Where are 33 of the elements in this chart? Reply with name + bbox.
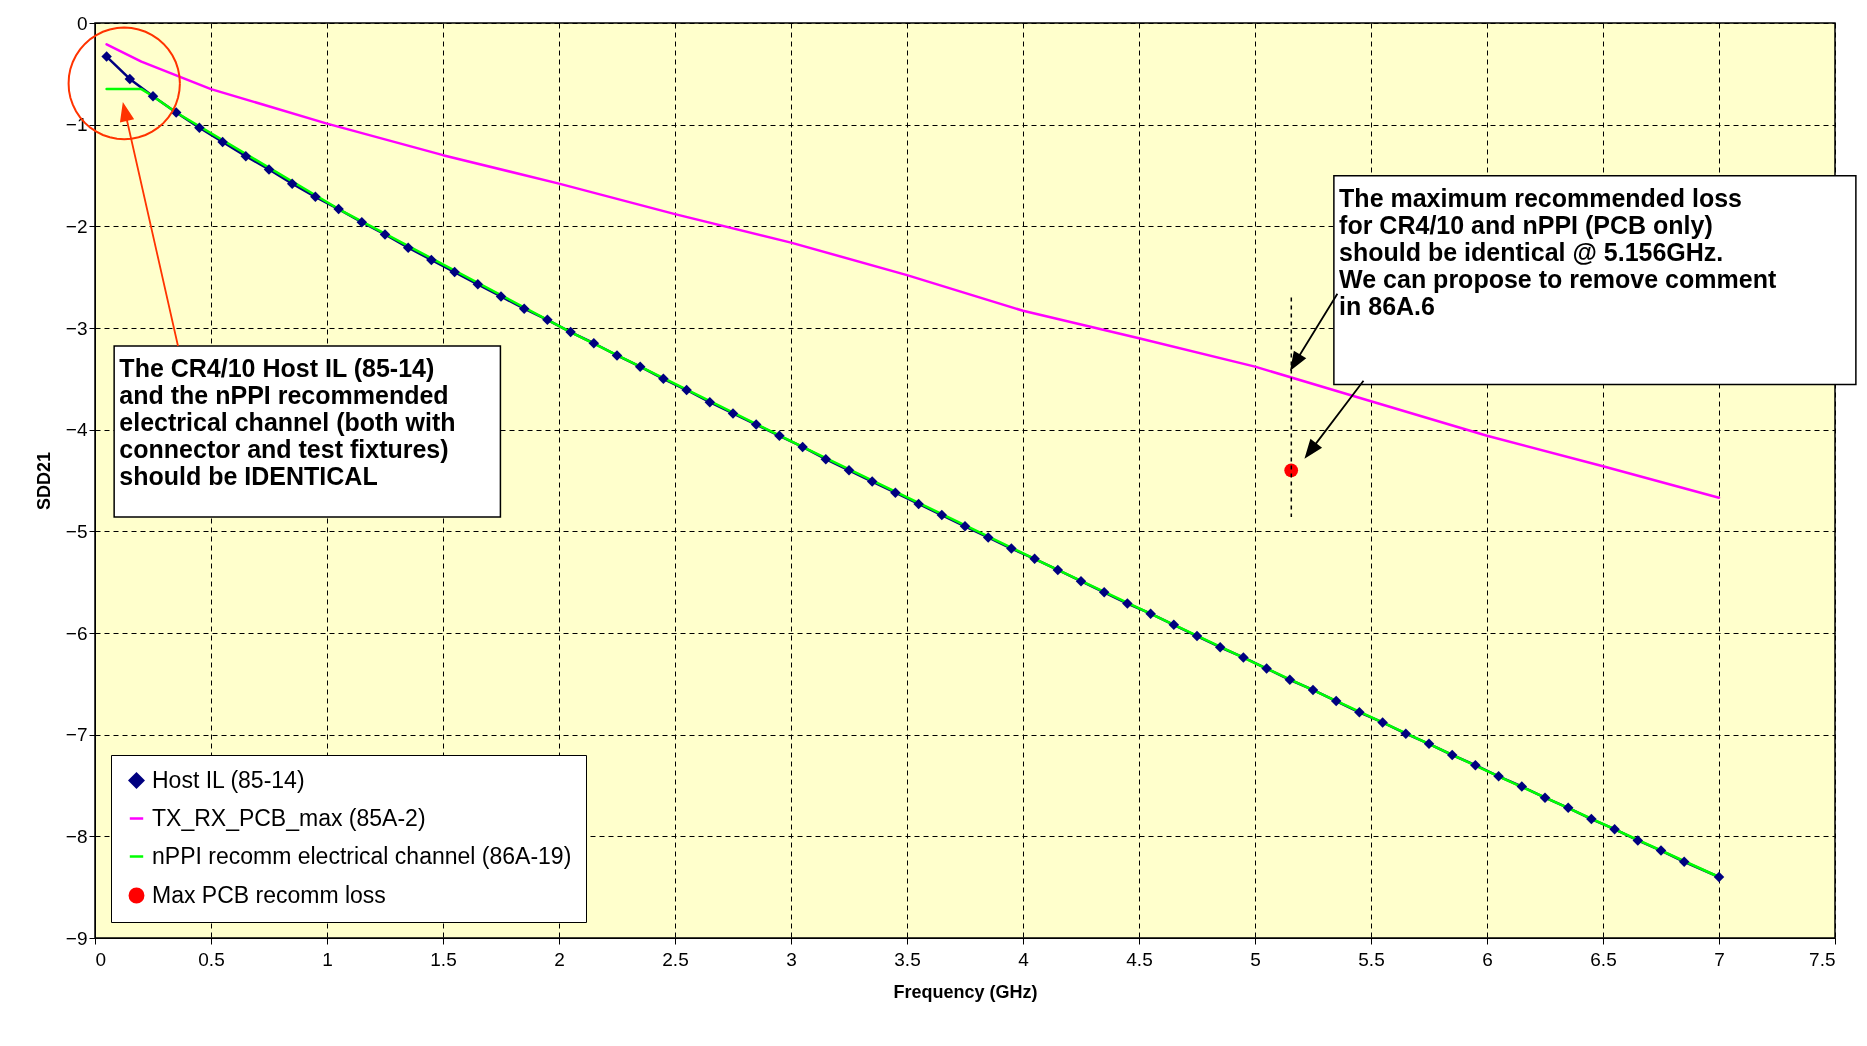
x-tick-label: 0.5: [198, 948, 225, 970]
x-tick-label: 4.5: [1126, 948, 1153, 970]
x-tick-label: 1: [322, 948, 333, 970]
y-tick-label: 0: [76, 12, 88, 34]
y-tick-label: −5: [65, 520, 88, 542]
x-tick-label: 1.5: [430, 948, 457, 970]
x-tick-label: 0: [95, 948, 107, 970]
x-tick-label: 2.5: [662, 948, 689, 970]
x-tick-label: 3.5: [894, 948, 921, 970]
legend-label: Host IL (85-14): [152, 766, 305, 793]
x-axis-title: Frequency (GHz): [893, 981, 1038, 1002]
legend-label: TX_RX_PCB_max (85A-2): [152, 804, 426, 831]
y-axis-title: SDD21: [33, 451, 54, 511]
legend-label: nPPI recomm electrical channel (86A-19): [152, 842, 572, 869]
annotation: The maximum recommended loss for CR4/10 and nPPI (PCB only) should be identical @ 5.156GHz. We can propose to remove comment in 86A.6: [1339, 183, 1777, 320]
x-tick-label: 5: [1250, 948, 1261, 970]
annotation: The CR4/10 Host IL (85-14) and the nPPI recommended electrical channel (both with connector and test fixtures) should be IDENTICAL: [119, 353, 456, 490]
x-tick-label: 4: [1018, 948, 1030, 970]
x-tick-label: 6.5: [1590, 948, 1617, 970]
x-tick-label: 6: [1482, 948, 1493, 970]
x-tick-label: 7.5: [1809, 948, 1836, 970]
y-tick-label: −6: [65, 622, 88, 644]
y-tick-label: −4: [65, 419, 88, 441]
x-tick-label: 2: [554, 948, 565, 970]
y-tick-label: −9: [65, 927, 88, 949]
y-tick-label: −2: [65, 215, 88, 237]
y-tick-label: −3: [65, 317, 88, 339]
y-tick-label: −7: [65, 724, 88, 746]
x-tick-label: 5.5: [1358, 948, 1385, 970]
x-tick-label: 3: [786, 948, 797, 970]
y-tick-label: −8: [65, 825, 88, 847]
x-tick-label: 7: [1714, 948, 1725, 970]
legend-label: Max PCB recomm loss: [152, 881, 386, 908]
